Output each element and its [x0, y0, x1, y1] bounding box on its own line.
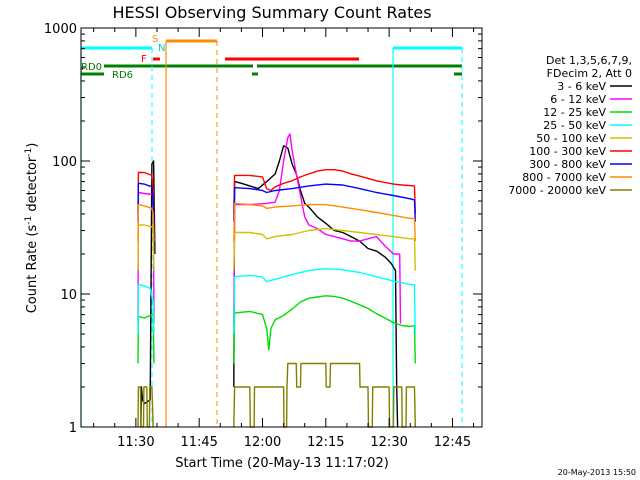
data-series — [137, 133, 416, 428]
x-tick-label: 12:15 — [307, 435, 344, 450]
y-axis-label-part: detector — [25, 156, 40, 216]
legend-label: 300 - 800 keV — [529, 158, 606, 171]
legend-label: 6 - 12 keV — [550, 93, 606, 106]
legend-label: 100 - 300 keV — [529, 145, 606, 158]
x-axis-label: Start Time (20-May-13 11:17:02) — [175, 456, 389, 471]
y-axis-label: Count Rate (s-1 detector-1) — [24, 143, 40, 314]
y-axis-label-part: Count Rate (s — [25, 225, 40, 314]
y-axis: 1 10 100 1000 — [44, 22, 482, 436]
x-tick-label: 12:45 — [434, 435, 471, 450]
series-line-4 — [137, 283, 155, 335]
series-line-8 — [137, 203, 155, 242]
series-line-3 — [233, 295, 416, 364]
series-line-6 — [137, 171, 155, 214]
rd6-flag-label: RD6 — [112, 70, 133, 81]
series-line-7 — [137, 182, 155, 222]
chart-title: HESSI Observing Summary Count Rates — [112, 3, 431, 22]
x-tick-label: 12:30 — [370, 435, 407, 450]
series-line-9 — [233, 362, 416, 428]
night-flag-label: N — [158, 43, 165, 54]
legend-header: Det 1,3,5,6,7,9, — [546, 54, 632, 67]
legend-label: 3 - 6 keV — [557, 80, 606, 93]
series-line-7 — [233, 183, 416, 222]
timestamp-label: 20-May-2013 15:50 — [558, 468, 636, 477]
observing-flags: S N F RD0 RD6 — [81, 34, 462, 81]
flare-flag-label: F — [141, 54, 147, 65]
series-line-9 — [137, 386, 154, 428]
x-axis: 11:30 11:45 12:00 12:15 12:30 12:45 — [93, 28, 475, 450]
legend-label: 12 - 25 keV — [543, 106, 606, 119]
y-tick-label: 100 — [52, 155, 77, 170]
y-tick-label: 10 — [60, 288, 77, 303]
legend: Det 1,3,5,6,7,9, FDecim 2, Att 0 3 - 6 k… — [508, 54, 632, 197]
y-tick-label: 1 — [69, 421, 77, 436]
x-tick-label: 12:00 — [244, 435, 281, 450]
series-line-6 — [233, 168, 416, 214]
x-tick-label: 11:45 — [180, 435, 217, 450]
y-axis-label-part: ) — [25, 143, 40, 148]
legend-label: 50 - 100 keV — [536, 132, 606, 145]
y-axis-label-sup: -1 — [24, 148, 34, 157]
series-line-8 — [233, 202, 416, 242]
saa-flag-label: S — [152, 34, 158, 45]
rd0-flag-label: RD0 — [81, 62, 102, 73]
legend-header: FDecim 2, Att 0 — [547, 67, 632, 80]
x-tick-label: 11:30 — [117, 435, 154, 450]
legend-label: 800 - 7000 keV — [522, 171, 606, 184]
series-line-5 — [233, 227, 416, 271]
series-line-4 — [233, 268, 416, 335]
legend-label: 25 - 50 keV — [543, 119, 606, 132]
y-axis-label-sup: -1 — [24, 216, 34, 225]
legend-label: 7000 - 20000 keV — [508, 184, 606, 197]
y-tick-label: 1000 — [44, 22, 77, 37]
plot-frame — [80, 27, 483, 428]
series-line-2 — [233, 133, 402, 324]
